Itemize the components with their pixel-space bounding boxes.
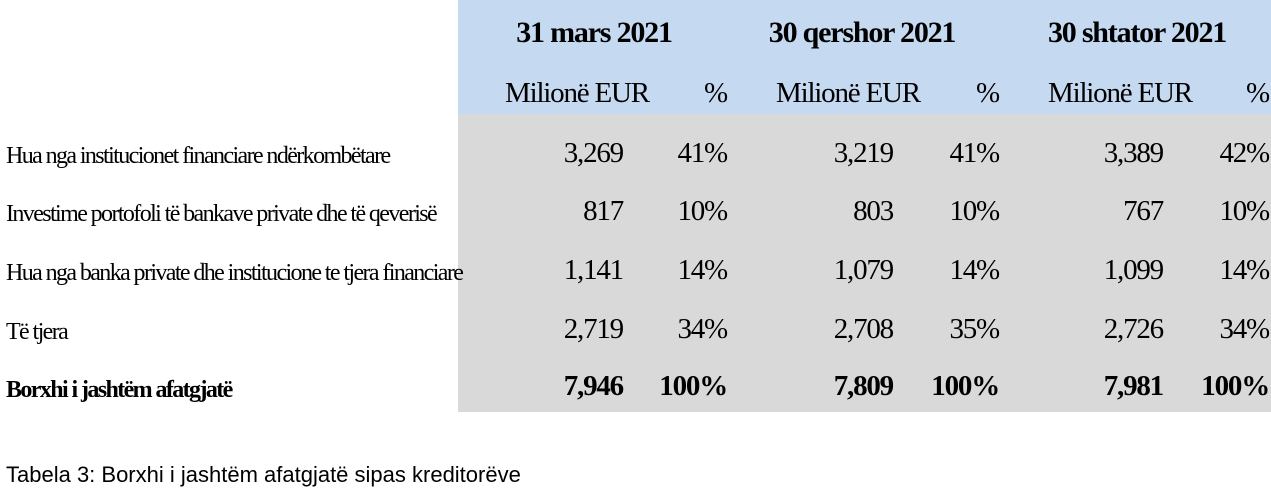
table-cell: 3,389 [1103, 137, 1164, 169]
table-body-background [458, 114, 1271, 412]
unit-header-value-q2: Milionë EUR [776, 77, 921, 109]
table-cell: 14% [1219, 254, 1270, 286]
table-cell: 3,219 [833, 137, 894, 169]
table-cell: 10% [677, 195, 728, 227]
table-cell: 10% [949, 195, 1000, 227]
table-cell: 3,269 [563, 137, 624, 169]
total-cell: 100% [1201, 370, 1270, 402]
table-caption: Tabela 3: Borxhi i jashtëm afatgjatë sip… [6, 462, 521, 487]
unit-header-pct-q3: % [1246, 77, 1270, 109]
table-cell: 34% [1219, 313, 1270, 345]
period-header-q3: 30 shtator 2021 [1047, 16, 1227, 49]
unit-header-value-q1: Milionë EUR [505, 77, 650, 109]
table-cell: 35% [949, 313, 1000, 345]
table-cell: 2,719 [563, 313, 624, 345]
table-cell: 10% [1219, 195, 1270, 227]
table-cell: 1,141 [563, 254, 624, 286]
table-cell: 42% [1219, 137, 1270, 169]
table-cell: 803 [853, 195, 894, 227]
table-cell: 14% [677, 254, 728, 286]
row-label: Hua nga institucionet financiare ndërkom… [6, 143, 391, 169]
total-cell: 100% [931, 370, 1000, 402]
unit-header-pct-q2: % [976, 77, 1000, 109]
table-cell: 14% [949, 254, 1000, 286]
table-cell: 767 [1123, 195, 1164, 227]
table-cell: 2,708 [833, 313, 894, 345]
table-cell: 2,726 [1103, 313, 1164, 345]
total-row-label: Borxhi i jashtëm afatgjatë [6, 377, 233, 403]
period-header-q2: 30 qershor 2021 [768, 16, 957, 49]
total-cell: 100% [659, 370, 728, 402]
unit-header-pct-q1: % [704, 77, 728, 109]
table-cell: 34% [677, 313, 728, 345]
table-cell: 1,079 [833, 254, 894, 286]
total-cell: 7,981 [1103, 370, 1164, 402]
table-header-background [458, 0, 1271, 114]
table-cell: 41% [677, 137, 728, 169]
unit-header-value-q3: Milionë EUR [1048, 77, 1193, 109]
table-cell: 41% [949, 137, 1000, 169]
period-header-q1: 31 mars 2021 [516, 16, 673, 49]
table-cell: 1,099 [1103, 254, 1164, 286]
table-cell: 817 [583, 195, 624, 227]
row-label: Investime portofoli të bankave private d… [6, 201, 438, 227]
row-label: Të tjera [6, 319, 69, 345]
row-label: Hua nga banka private dhe institucione t… [6, 260, 464, 286]
total-cell: 7,946 [563, 370, 624, 402]
total-cell: 7,809 [833, 370, 894, 402]
